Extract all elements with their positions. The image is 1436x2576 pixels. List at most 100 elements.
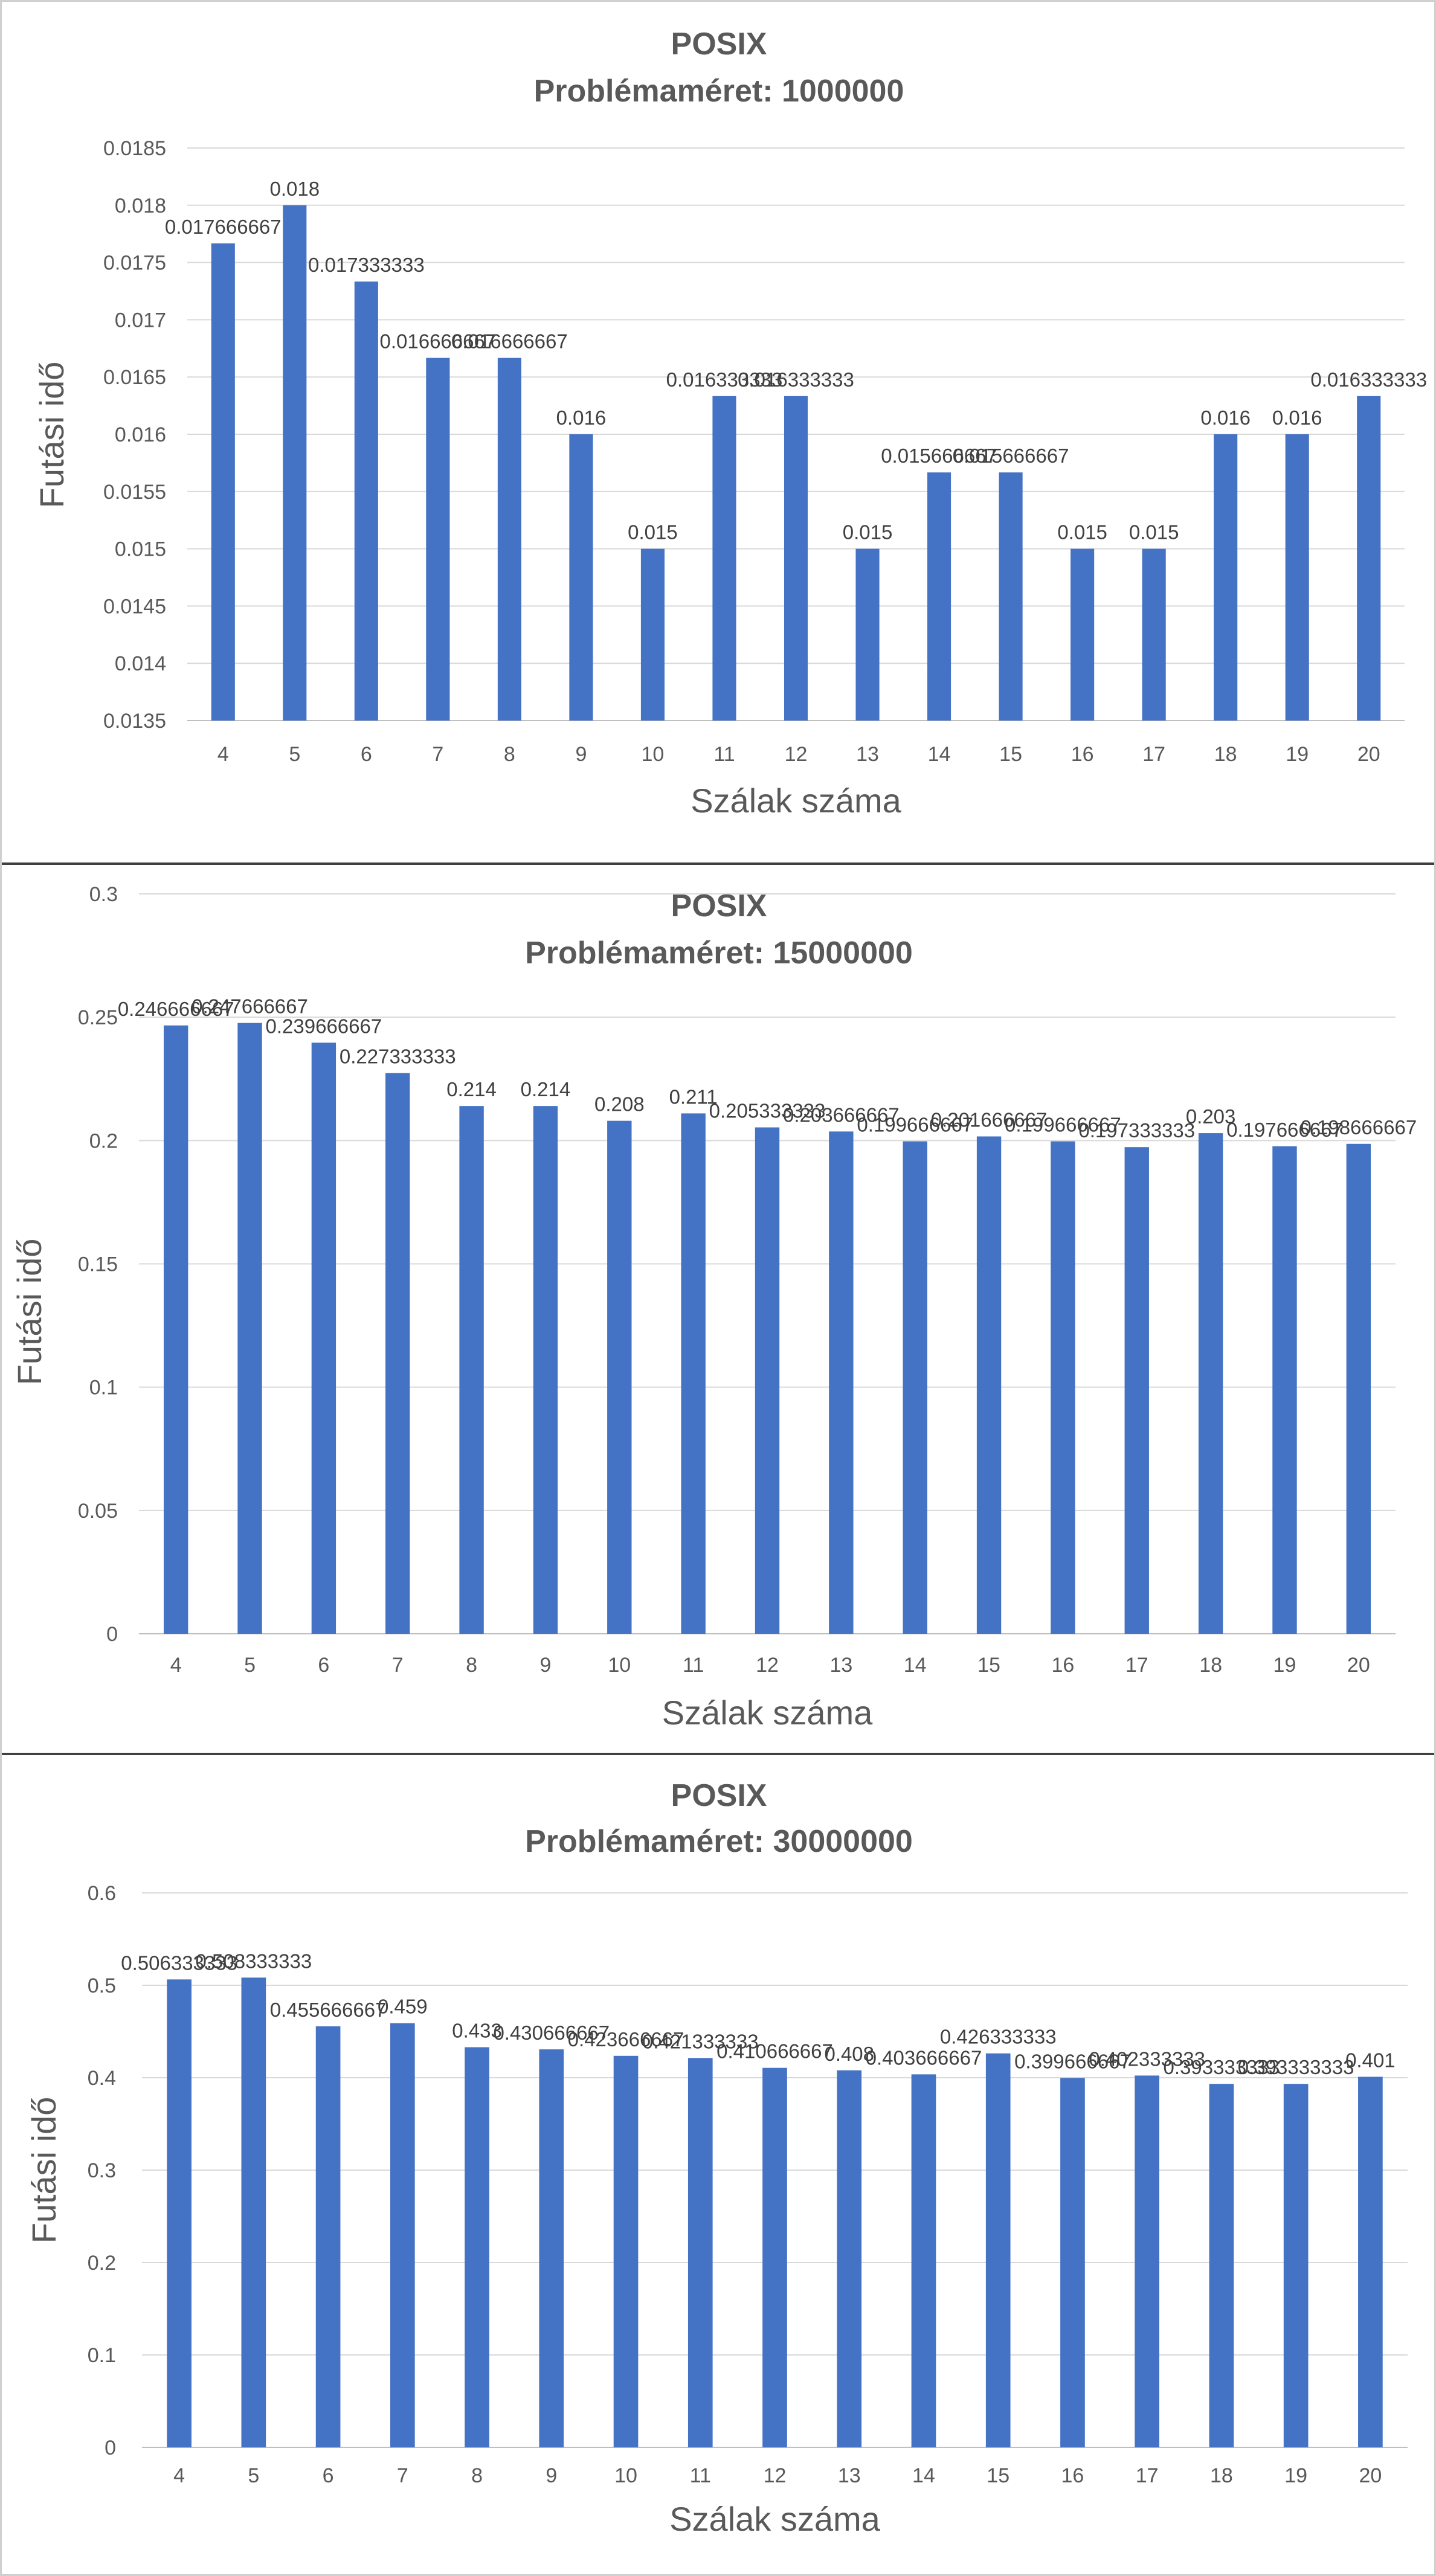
bar	[390, 2023, 415, 2447]
bar	[459, 1106, 484, 1634]
y-axis-label: Futási idő	[10, 1239, 48, 1386]
x-tick-label: 16	[1051, 1654, 1074, 1677]
chart-1-svg: 0.01350.0140.01450.0150.01550.0160.01650…	[33, 27, 1427, 820]
y-tick-label: 0.3	[89, 883, 118, 906]
x-tick-label: 20	[1347, 1654, 1370, 1677]
data-label: 0.423666667	[568, 2028, 684, 2051]
x-tick-label: 9	[575, 743, 587, 766]
y-tick-label: 0.2	[88, 2252, 116, 2275]
data-label: 0.239666667	[266, 1015, 382, 1037]
bar	[354, 281, 378, 721]
bar	[311, 1042, 336, 1634]
y-tick-label: 0.15	[78, 1253, 118, 1276]
x-tick-label: 5	[244, 1654, 256, 1677]
bar	[855, 548, 880, 721]
data-label: 0.205333333	[709, 1100, 826, 1122]
y-tick-label: 0	[105, 2436, 116, 2459]
x-tick-label: 15	[977, 1654, 1000, 1677]
data-label: 0.508333333	[196, 1950, 312, 1972]
y-tick-label: 0.2	[89, 1129, 118, 1152]
y-tick-label: 0.018	[115, 194, 166, 217]
data-label: 0.015	[628, 521, 678, 544]
bar	[762, 2067, 787, 2447]
bar	[1214, 434, 1238, 721]
data-label: 0.198666667	[1300, 1116, 1417, 1139]
bar	[1209, 2084, 1234, 2447]
bar	[837, 2070, 862, 2447]
bar	[903, 1141, 927, 1634]
chart-divider	[0, 862, 1436, 865]
data-label: 0.016333333	[1310, 368, 1427, 391]
y-tick-label: 0.6	[88, 1882, 116, 1905]
bar	[163, 1025, 188, 1634]
x-tick-label: 7	[397, 2464, 408, 2487]
bar	[385, 1073, 410, 1634]
x-tick-label: 5	[248, 2464, 259, 2487]
x-tick-label: 8	[466, 1654, 477, 1677]
data-label: 0.015666667	[881, 445, 997, 467]
data-label: 0.016666667	[380, 330, 497, 353]
data-label: 0.401	[1345, 2049, 1396, 2071]
chart-title: POSIX	[671, 888, 767, 923]
bar	[1051, 1141, 1075, 1634]
data-label: 0.426333333	[940, 2026, 1057, 2048]
x-tick-label: 4	[173, 2464, 185, 2487]
chart-3-svg: 0 0.1 0.2 0.3 0.4 0.5 0.6 0.506333333 4 0.5083333…	[25, 1778, 1408, 2538]
bar	[1272, 1146, 1297, 1634]
bar	[1285, 434, 1309, 721]
bar	[613, 2055, 639, 2447]
data-label: 0.421333333	[642, 2030, 759, 2052]
bar	[1198, 1133, 1223, 1634]
y-tick-label: 0.5	[88, 1974, 116, 1997]
x-tick-label: 14	[904, 1654, 927, 1677]
x-tick-label: 11	[690, 2464, 711, 2487]
data-label: 0.197666667	[1226, 1119, 1343, 1141]
data-label: 0.455666667	[270, 1999, 387, 2021]
x-tick-label: 4	[170, 1654, 182, 1677]
bar	[784, 396, 808, 721]
bar	[927, 472, 951, 721]
chart-title: POSIX	[671, 1778, 767, 1813]
bar	[1142, 548, 1166, 721]
bar	[315, 2026, 341, 2447]
data-label: 0.393333333	[1164, 2056, 1280, 2078]
bar	[1071, 548, 1095, 721]
x-axis-label: Szálak száma	[669, 2500, 880, 2538]
x-tick-label: 20	[1359, 2464, 1382, 2487]
data-label: 0.399666667	[1014, 2051, 1131, 2073]
x-tick-label: 8	[504, 743, 515, 766]
data-label: 0.430666667	[493, 2022, 610, 2044]
x-tick-label: 18	[1214, 743, 1237, 766]
chart-subtitle: Problémaméret: 15000000	[525, 936, 913, 971]
x-tick-label: 12	[756, 1654, 779, 1677]
bar	[569, 434, 593, 721]
data-label: 0.211	[669, 1085, 718, 1108]
x-tick-label: 16	[1061, 2464, 1084, 2487]
bar	[539, 2049, 564, 2447]
y-tick-label: 0.014	[115, 652, 166, 675]
x-tick-label: 4	[217, 743, 229, 766]
x-tick-label: 15	[987, 2464, 1009, 2487]
bar	[687, 2058, 713, 2447]
data-label: 0.015	[843, 521, 893, 544]
x-tick-label: 19	[1273, 1654, 1296, 1677]
x-tick-label: 6	[323, 2464, 334, 2487]
bar	[1135, 2075, 1160, 2447]
data-label: 0.201666667	[931, 1109, 1048, 1131]
data-label: 0.016333333	[738, 368, 854, 391]
data-label: 0.015	[1057, 521, 1107, 544]
data-label: 0.203666667	[783, 1103, 900, 1126]
bar	[283, 205, 307, 721]
chart-divider	[0, 1753, 1436, 1755]
bar	[1358, 2077, 1383, 2447]
bar	[1357, 396, 1381, 721]
y-tick-label: 0.017	[115, 309, 166, 332]
chart-panel-3: 0 0.1 0.2 0.3 0.4 0.5 0.6 0.506333333 4 0.5083333…	[0, 1755, 1436, 2576]
x-tick-label: 18	[1210, 2464, 1233, 2487]
data-label: 0.403666667	[866, 2046, 982, 2069]
bar	[237, 1023, 262, 1634]
data-label: 0.506333333	[121, 1951, 237, 1974]
x-tick-label: 13	[829, 1654, 852, 1677]
chart-title: POSIX	[671, 27, 767, 62]
chart-subtitle: Problémaméret: 1000000	[534, 74, 904, 109]
